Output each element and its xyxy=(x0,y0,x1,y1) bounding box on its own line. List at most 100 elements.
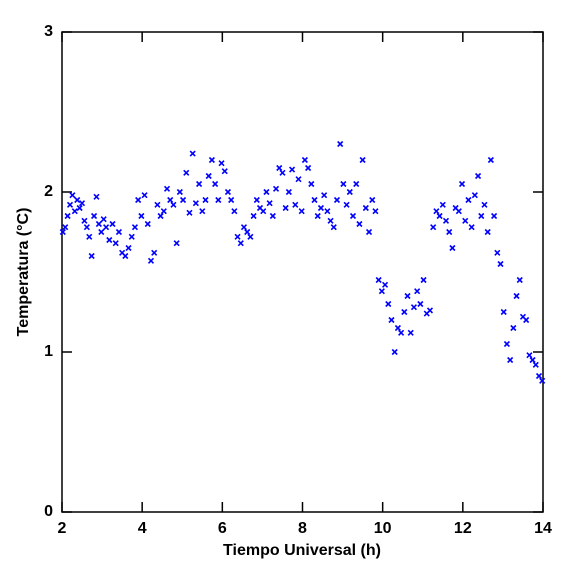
point xyxy=(141,192,148,199)
point-stroke xyxy=(535,372,543,380)
point-stroke xyxy=(452,204,459,212)
y-tick-label: 1 xyxy=(44,343,53,360)
point xyxy=(202,196,209,204)
point xyxy=(260,208,267,215)
point-stroke xyxy=(516,276,523,284)
point-stroke xyxy=(119,249,126,256)
point-stroke xyxy=(202,196,209,204)
point-stroke xyxy=(128,233,135,240)
point xyxy=(503,340,510,348)
point xyxy=(59,228,66,236)
x-tick-label: 4 xyxy=(138,520,147,537)
point-stroke xyxy=(167,196,174,204)
point xyxy=(420,276,427,284)
point xyxy=(446,228,453,236)
point-stroke xyxy=(256,204,264,212)
x-tick-label: 8 xyxy=(298,520,307,537)
point xyxy=(154,201,161,208)
point-stroke xyxy=(253,196,260,204)
point xyxy=(314,212,321,220)
point-stroke xyxy=(189,150,196,157)
point-stroke xyxy=(289,166,296,173)
point-stroke xyxy=(446,228,453,236)
point xyxy=(333,196,341,204)
point-stroke xyxy=(487,156,494,164)
point-stroke xyxy=(484,228,491,236)
point xyxy=(176,188,183,196)
point xyxy=(83,224,90,231)
point-stroke xyxy=(417,300,424,308)
point xyxy=(401,308,408,316)
point-stroke xyxy=(234,233,241,240)
x-tick-label: 12 xyxy=(454,520,472,537)
point-stroke xyxy=(260,208,267,215)
point-stroke xyxy=(375,276,382,284)
point-stroke xyxy=(160,208,167,215)
point-stroke xyxy=(311,196,318,204)
point xyxy=(128,233,135,240)
point-stroke xyxy=(510,324,517,332)
point-stroke xyxy=(513,292,520,300)
point xyxy=(497,260,504,268)
point-stroke xyxy=(221,168,228,175)
point-stroke xyxy=(192,200,199,207)
point xyxy=(234,233,241,240)
point xyxy=(349,212,357,220)
point xyxy=(327,217,334,224)
point xyxy=(410,304,417,311)
point-stroke xyxy=(282,204,289,212)
point-stroke xyxy=(69,192,76,199)
point-stroke xyxy=(442,217,450,224)
point-stroke xyxy=(179,196,187,204)
point-stroke xyxy=(208,156,215,164)
point xyxy=(353,180,360,188)
point xyxy=(218,160,225,167)
point xyxy=(471,192,478,199)
point-stroke xyxy=(135,196,142,204)
point-stroke xyxy=(285,188,292,196)
point-stroke xyxy=(224,188,232,196)
point-stroke xyxy=(109,220,116,228)
point-stroke xyxy=(64,212,71,220)
point xyxy=(135,196,142,204)
point xyxy=(247,233,254,240)
point xyxy=(186,209,193,216)
point-stroke xyxy=(95,220,102,228)
point xyxy=(170,201,177,208)
point xyxy=(160,208,167,215)
point xyxy=(330,224,337,231)
point-stroke xyxy=(378,288,385,295)
point-stroke xyxy=(314,212,321,220)
point-stroke xyxy=(398,329,405,336)
point xyxy=(231,208,238,215)
point xyxy=(301,156,308,164)
point-stroke xyxy=(269,212,276,220)
point-stroke xyxy=(404,292,411,300)
point-stroke xyxy=(295,176,302,183)
point xyxy=(513,292,520,300)
point-stroke xyxy=(430,224,437,231)
point-stroke xyxy=(426,307,434,314)
point xyxy=(98,228,105,236)
point-stroke xyxy=(414,288,421,295)
point xyxy=(465,196,472,204)
point-stroke xyxy=(343,201,350,208)
point-stroke xyxy=(372,208,379,215)
point xyxy=(356,220,363,228)
point-stroke xyxy=(212,180,219,188)
point xyxy=(103,224,110,231)
point xyxy=(478,212,485,220)
point xyxy=(500,308,507,316)
point xyxy=(523,316,530,324)
point-stroke xyxy=(359,156,366,164)
point-stroke xyxy=(81,217,88,224)
point xyxy=(455,208,462,215)
point-stroke xyxy=(532,361,539,368)
point xyxy=(462,217,469,224)
point xyxy=(147,257,155,264)
point xyxy=(382,281,389,288)
point xyxy=(481,201,488,208)
point xyxy=(205,172,212,180)
point xyxy=(163,185,171,192)
point xyxy=(192,200,199,207)
